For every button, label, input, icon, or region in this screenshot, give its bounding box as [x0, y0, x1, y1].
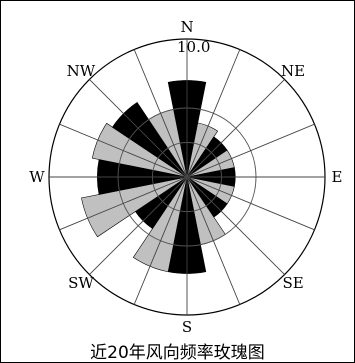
- direction-label-se: SE: [282, 274, 303, 292]
- grid-spoke: [59, 123, 188, 178]
- direction-label-s: S: [182, 318, 192, 336]
- grid-spoke: [186, 123, 315, 178]
- grid-spoke: [133, 176, 188, 305]
- grid-spoke: [59, 176, 188, 231]
- ring-value-label: 5: [177, 107, 187, 125]
- spokes-layer: [49, 39, 325, 315]
- chart-title: 近20年风向频率玫瑰图: [90, 343, 265, 363]
- grid-spoke: [186, 49, 241, 178]
- direction-label-sw: SW: [68, 274, 94, 292]
- grid-spoke: [186, 79, 285, 178]
- grid-spoke: [186, 176, 315, 231]
- direction-label-n: N: [180, 18, 193, 36]
- grid-spoke: [186, 176, 285, 275]
- grid-spoke: [186, 176, 241, 305]
- direction-label-e: E: [332, 168, 343, 186]
- grid-spoke: [89, 176, 188, 275]
- direction-label-ne: NE: [281, 62, 305, 80]
- labels-layer: N NE E SE S SW W NW 5 10.0: [29, 18, 342, 336]
- grid-spoke: [89, 79, 188, 178]
- direction-label-nw: NW: [67, 62, 96, 80]
- ring-value-label: 10.0: [177, 38, 210, 56]
- direction-label-w: W: [29, 168, 45, 186]
- grid-spoke: [133, 49, 188, 178]
